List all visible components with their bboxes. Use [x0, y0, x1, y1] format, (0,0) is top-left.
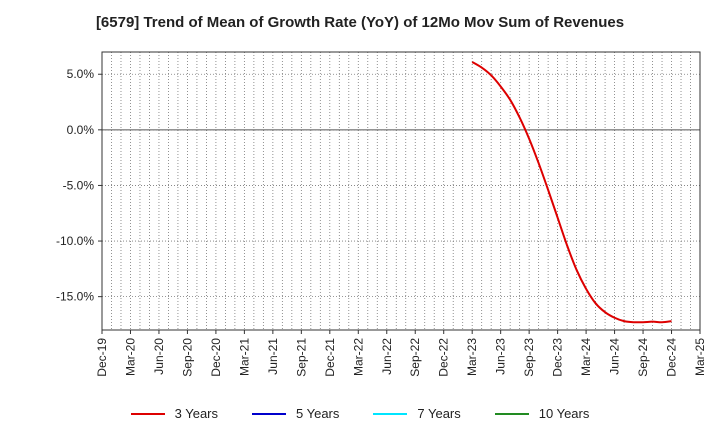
- axis-layer: 5.0% 0.0% -5.0% -10.0% -15.0% Dec-19 Mar-20 Jun…: [56, 51, 707, 377]
- x-tick-label: Dec-22: [437, 338, 451, 377]
- legend-item-5-years: 5 Years: [252, 406, 339, 421]
- x-tick-label: Dec-19: [95, 338, 109, 377]
- x-tick-label: Mar-20: [123, 338, 137, 376]
- x-tick-label: Dec-20: [209, 338, 223, 377]
- x-tick-label: Sep-21: [294, 338, 308, 377]
- y-tick-label: 5.0%: [67, 67, 95, 81]
- x-tick-label: Mar-24: [579, 338, 593, 376]
- x-tick-label: Jun-20: [152, 338, 166, 375]
- x-tick-label: Mar-22: [351, 338, 365, 376]
- x-tick-label: Dec-23: [551, 338, 565, 377]
- line-chart: 5.0% 0.0% -5.0% -10.0% -15.0% Dec-19 Mar-20 Jun…: [56, 51, 707, 377]
- y-tick-label: -5.0%: [63, 178, 95, 192]
- x-tick-label: Mar-21: [237, 338, 251, 376]
- y-tick-label: 0.0%: [67, 123, 95, 137]
- legend-swatch: [494, 412, 529, 415]
- x-tick-label: Sep-24: [636, 338, 650, 377]
- legend-label: 7 Years: [417, 406, 461, 421]
- x-tick-label: Dec-24: [665, 338, 679, 377]
- grid-layer: [102, 52, 700, 330]
- plot-frame: [101, 51, 701, 331]
- x-tick-label: Jun-24: [608, 338, 622, 375]
- x-tick-label: Jun-22: [380, 338, 394, 375]
- x-tick-label: Sep-20: [180, 338, 194, 377]
- legend-label: 3 Years: [174, 406, 218, 421]
- x-tick-label: Sep-22: [408, 338, 422, 377]
- legend-swatch: [252, 412, 286, 415]
- x-tick-label: Sep-23: [522, 338, 536, 377]
- legend-swatch: [373, 412, 408, 415]
- x-tick-label: Mar-25: [693, 338, 707, 376]
- x-tick-label: Dec-21: [323, 338, 337, 377]
- x-tick-label: Jun-23: [494, 338, 508, 375]
- y-tick-label: -15.0%: [56, 290, 94, 304]
- legend-label: 10 Years: [538, 406, 590, 421]
- series-line-3-years: [471, 61, 672, 324]
- x-tick-label: Mar-23: [465, 338, 479, 376]
- legend-swatch: [130, 412, 165, 415]
- legend-item-7-years: 7 Years: [373, 406, 461, 421]
- legend-label: 5 Years: [296, 406, 340, 421]
- chart-title: [6579] Trend of Mean of Growth Rate (YoY…: [95, 14, 625, 31]
- x-tick-label: Jun-21: [266, 338, 280, 375]
- legend-item-10-years: 10 Years: [494, 406, 590, 421]
- legend-item-3-years: 3 Years: [130, 406, 218, 421]
- legend: 3 Years 5 Years 7 Years 10 Years: [0, 406, 720, 421]
- y-tick-label: -10.0%: [56, 234, 94, 248]
- series-layer: [471, 61, 672, 324]
